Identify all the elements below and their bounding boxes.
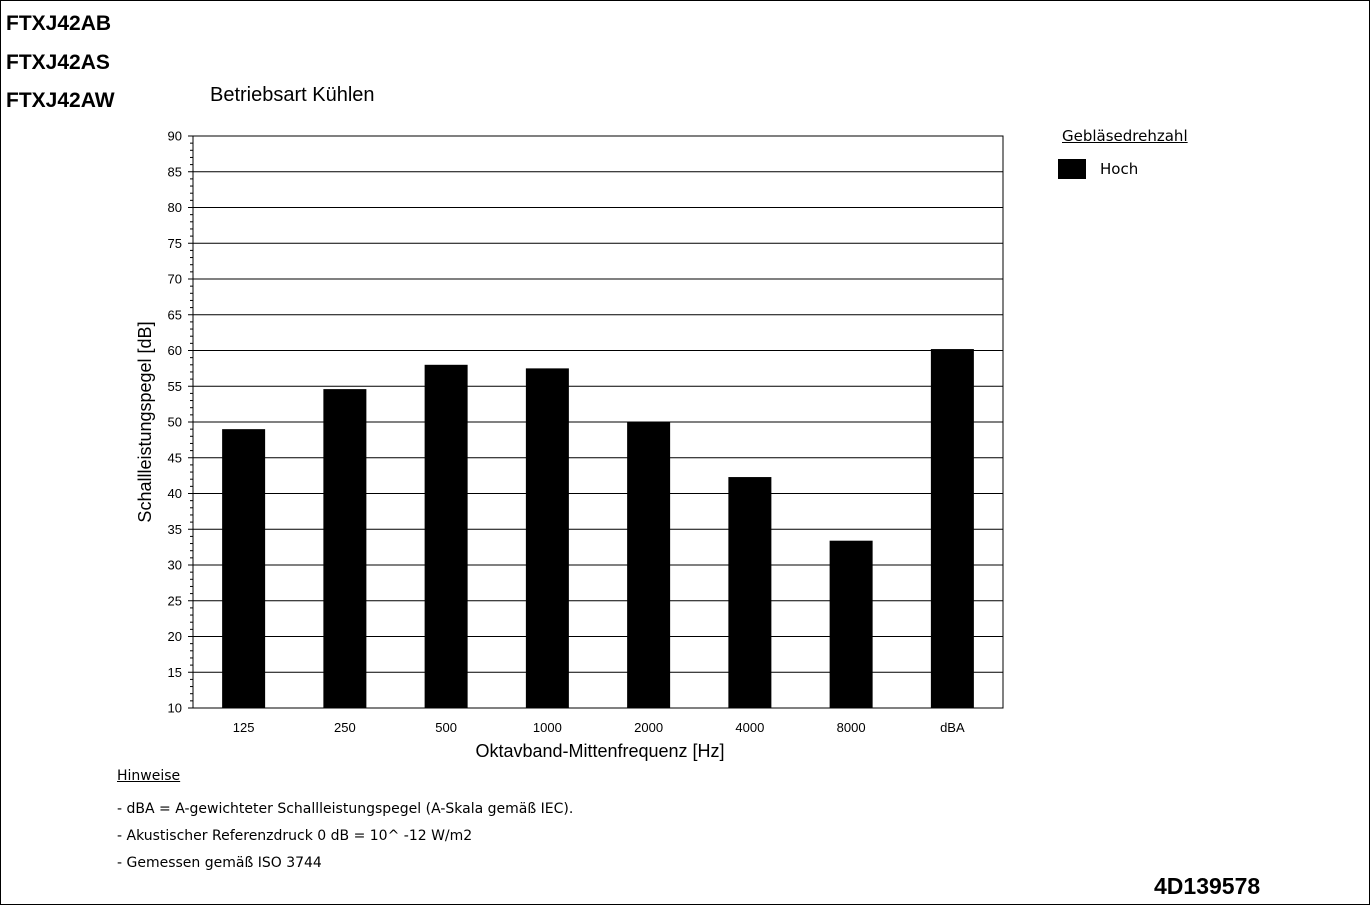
grid-lines [188, 135, 1003, 709]
x-tick-label: 2000 [634, 720, 663, 735]
x-tick-label: 1000 [533, 720, 562, 735]
y-tick-label: 50 [168, 415, 182, 430]
bar-4000 [728, 477, 772, 708]
y-tick-label: 10 [168, 701, 182, 716]
y-tick-label: 65 [168, 307, 182, 322]
x-tick-label: 250 [334, 720, 356, 735]
legend-label: Hoch [1100, 160, 1139, 178]
bars [222, 349, 974, 708]
x-tick-label: 500 [435, 720, 457, 735]
bar-2000 [627, 422, 671, 708]
legend-swatch [1058, 159, 1086, 179]
y-tick-label: 20 [168, 629, 182, 644]
y-tick-label: 70 [168, 272, 182, 287]
x-tick-label: 125 [233, 720, 255, 735]
y-tick-label: 30 [168, 558, 182, 573]
bar-dBA [930, 349, 974, 708]
x-tick-labels: 125 250 500 1000 2000 4000 8000 dBA [233, 720, 965, 735]
y-tick-label: 25 [168, 593, 182, 608]
x-tick-label: 4000 [735, 720, 764, 735]
note-3: - Gemessen gemäß ISO 3744 [117, 855, 322, 871]
notes-title: Hinweise [117, 768, 181, 784]
model-name-1: FTXJ42AB [6, 12, 112, 35]
note-1: - dBA = A-gewichteter Schallleistungspeg… [117, 801, 574, 817]
bar-500 [424, 364, 468, 708]
y-tick-label: 40 [168, 486, 182, 501]
bar-250 [323, 389, 367, 708]
x-axis-label: Oktavband-Mittenfrequenz [Hz] [475, 741, 724, 761]
legend-title: Gebläsedrehzahl [1062, 127, 1188, 145]
document-id: 4D139578 [1154, 873, 1261, 899]
y-tick-label: 85 [168, 164, 182, 179]
y-tick-label: 15 [168, 665, 182, 680]
bar-125 [222, 429, 266, 708]
bar-8000 [829, 540, 873, 708]
plot-area-border [192, 135, 1004, 709]
y-axis-label: Schallleistungspegel [dB] [135, 321, 155, 522]
y-tick-label: 60 [168, 343, 182, 358]
model-name-3: FTXJ42AW [6, 89, 115, 112]
bar-1000 [525, 368, 569, 708]
x-tick-label: 8000 [837, 720, 866, 735]
y-tick-label: 90 [168, 129, 182, 144]
y-tick-label: 35 [168, 522, 182, 537]
y-tick-label: 75 [168, 236, 182, 251]
y-tick-label: 45 [168, 450, 182, 465]
chart-title: Betriebsart Kühlen [210, 84, 375, 106]
model-name-2: FTXJ42AS [6, 51, 110, 74]
x-tick-label: dBA [940, 720, 965, 735]
y-tick-label: 80 [168, 200, 182, 215]
note-2: - Akustischer Referenzdruck 0 dB = 10^ -… [117, 828, 473, 844]
y-tick-label: 55 [168, 379, 182, 394]
y-tick-labels: 10 15 20 25 30 35 40 45 50 55 60 65 70 75 80 85 90 [168, 129, 182, 716]
